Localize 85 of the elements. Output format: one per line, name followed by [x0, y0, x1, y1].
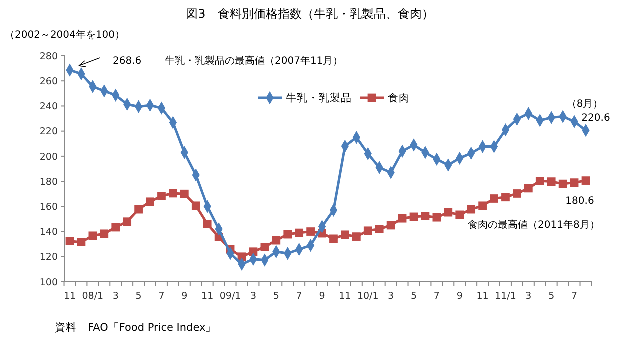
point — [306, 228, 315, 236]
x-tick-label: 7 — [158, 291, 165, 302]
point — [330, 234, 338, 244]
point — [272, 236, 281, 245]
legend-label: 牛乳・乳製品 — [286, 92, 352, 105]
point — [134, 205, 143, 214]
point — [398, 214, 407, 223]
point — [478, 202, 487, 210]
x-tick-label: 5 — [548, 291, 555, 302]
annotation: 268.6 — [113, 56, 142, 67]
point — [456, 210, 464, 220]
point — [386, 221, 396, 230]
point — [77, 238, 86, 247]
x-tick-label: 7 — [434, 291, 440, 302]
y-tick-label: 180 — [40, 176, 58, 188]
point — [352, 232, 361, 241]
point — [66, 237, 74, 246]
x-tick-label: 7 — [572, 291, 578, 302]
legend-label: 食肉 — [388, 92, 410, 105]
point — [524, 184, 533, 193]
y-tick-label: 260 — [40, 76, 58, 88]
point — [536, 176, 544, 186]
point — [410, 212, 418, 222]
y-axis-title: （2002～2004年を100） — [5, 29, 125, 41]
point — [112, 223, 120, 232]
y-tick-label: 160 — [40, 202, 58, 213]
y-tick-label: 100 — [40, 277, 58, 288]
x-tick-label: 3 — [388, 291, 394, 302]
annotation: 牛乳・乳製品の最高値（2007年11月） — [165, 55, 344, 67]
point — [582, 176, 590, 185]
x-tick-label: 5 — [136, 291, 142, 302]
x-tick-label: 10/1 — [357, 291, 379, 302]
y-tick-label: 240 — [40, 102, 58, 113]
point — [146, 198, 154, 206]
x-tick-label: 3 — [250, 291, 256, 302]
point — [158, 192, 166, 200]
point — [490, 194, 498, 203]
point — [513, 190, 522, 198]
point — [284, 230, 292, 239]
text: 資料 FAO「Food Price Index」 — [55, 321, 217, 334]
point — [375, 225, 384, 234]
x-tick-label: 11 — [64, 291, 76, 302]
x-tick-label: 11 — [476, 291, 489, 302]
x-tick-label: 11 — [339, 291, 352, 302]
x-tick-label: 3 — [526, 291, 532, 302]
x-tick-label: 08/1 — [82, 291, 104, 302]
x-tick-label: 9 — [182, 291, 188, 302]
x-tick-label: 09/1 — [220, 291, 242, 302]
point — [100, 230, 109, 238]
annotation: 180.6 — [566, 196, 594, 207]
y-tick-label: 120 — [40, 252, 58, 264]
chart-title: 図3 食料別価格指数（牛乳・乳製品、食肉） — [186, 7, 434, 21]
x-tick-label: 9 — [319, 291, 326, 302]
point — [364, 226, 372, 236]
point — [432, 213, 442, 222]
point — [467, 205, 476, 214]
point — [123, 218, 132, 226]
point — [203, 220, 212, 228]
point — [421, 212, 430, 220]
annotation: （8月） — [566, 99, 604, 110]
x-tick-label: 9 — [456, 291, 463, 302]
y-tick-label: 200 — [40, 152, 58, 163]
point — [180, 190, 189, 198]
point — [295, 228, 304, 238]
point — [547, 178, 556, 186]
point — [192, 202, 200, 210]
point — [558, 180, 568, 188]
point — [169, 189, 178, 198]
y-tick-label: 220 — [40, 126, 58, 138]
point — [570, 178, 579, 187]
point — [341, 230, 350, 240]
x-tick-label: 11/1 — [495, 291, 516, 302]
point — [260, 243, 270, 252]
x-tick-label: 11 — [202, 291, 214, 302]
point — [88, 232, 98, 240]
annotation: 食肉の最高値（2011年8月） — [468, 219, 600, 231]
point — [444, 208, 453, 217]
y-tick-label: 280 — [40, 51, 58, 62]
point — [502, 193, 510, 202]
x-tick-label: 3 — [112, 291, 119, 302]
annotation: 220.6 — [582, 113, 610, 124]
x-tick-label: 5 — [273, 291, 280, 302]
x-tick-label: 7 — [296, 291, 302, 302]
y-tick-label: 140 — [40, 227, 58, 238]
x-tick-label: 5 — [410, 291, 418, 302]
